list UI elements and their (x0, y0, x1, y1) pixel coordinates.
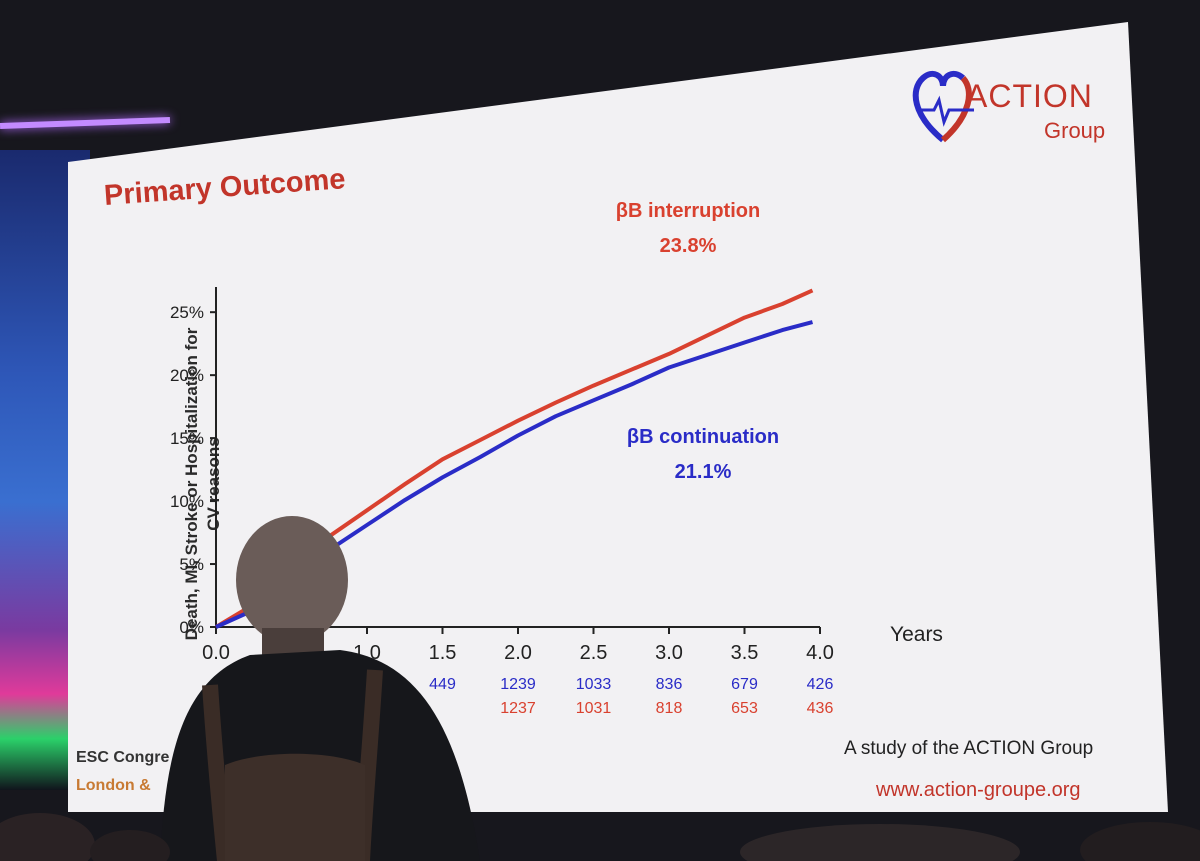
neon-light-strip (0, 117, 171, 129)
x-tick-label: 0.0 (202, 642, 230, 664)
continuation-name: βB continuation (626, 426, 780, 448)
risk-count-continuation: 1239 (500, 676, 536, 693)
risk-count-continuation: 836 (656, 676, 683, 693)
risk-count-interruption: 1031 (576, 700, 612, 717)
x-tick-label: 3.0 (655, 642, 683, 664)
footer-study: A study of the ACTION Group (844, 738, 1094, 759)
risk-count-continuation: 426 (807, 676, 834, 693)
y-tick-label: 10% (170, 492, 204, 511)
logo-subtitle: Group (1044, 118, 1106, 143)
heart-logo-icon (912, 70, 974, 143)
y-tick-label: 0% (179, 618, 204, 637)
audience-heads (0, 813, 1200, 861)
risk-count-interruption: 436 (807, 700, 834, 717)
continuation-value: 21.1% (674, 461, 732, 483)
footer-congress: ESC Congre (76, 749, 170, 766)
y-tick-label: 15% (170, 429, 204, 448)
risk-count-interruption: 653 (731, 700, 758, 717)
risk-count-continuation: 449 (429, 676, 456, 693)
risk-count-continuation: 679 (731, 676, 758, 693)
footer-location: London & (76, 777, 151, 794)
y-tick-label: 5% (179, 555, 204, 574)
interruption-label: βB interruption 23.8% (588, 200, 788, 258)
x-tick-label: 1.5 (429, 642, 457, 664)
risk-count-continuation: 1033 (576, 676, 612, 693)
x-tick-label: 4.0 (806, 642, 834, 664)
interruption-value: 23.8% (659, 235, 717, 257)
logo-word: ACTION (966, 78, 1093, 114)
interruption-name: βB interruption (615, 200, 761, 222)
risk-count-interruption: 1237 (500, 700, 536, 717)
x-tick-label: 3.5 (731, 642, 759, 664)
y-tick-label: 20% (170, 366, 204, 385)
risk-count-interruption: 818 (656, 700, 683, 717)
audience-member-silhouette (160, 516, 480, 861)
x-tick-label: 2.0 (504, 642, 532, 664)
x-tick-label: 2.5 (580, 642, 608, 664)
footer-url: www.action-groupe.org (876, 779, 1081, 801)
action-group-logo: ACTION Group (908, 60, 1118, 170)
y-tick-label: 25% (170, 303, 204, 322)
continuation-label: βB continuation 21.1% (598, 426, 808, 484)
x-axis-title: Years (890, 623, 943, 646)
